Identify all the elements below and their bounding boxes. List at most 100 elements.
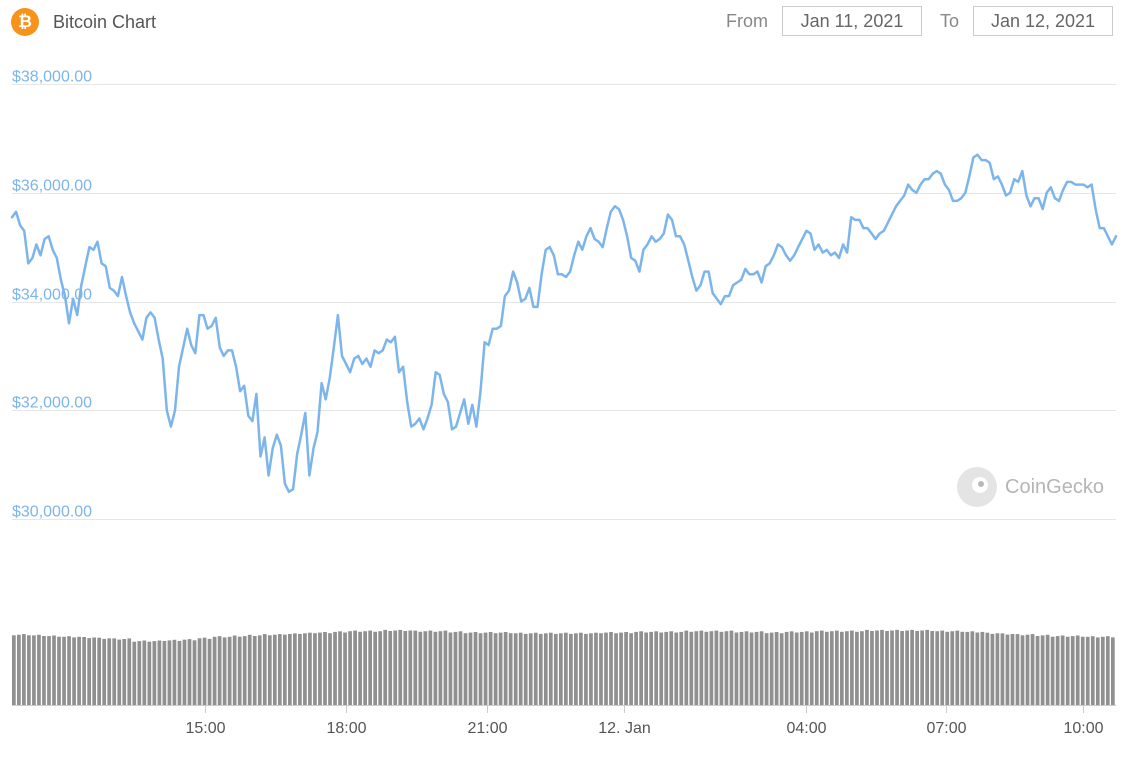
volume-bar xyxy=(22,634,26,705)
volume-bar xyxy=(32,635,36,705)
volume-bar xyxy=(378,631,383,705)
volume-bar xyxy=(308,632,312,705)
volume-bar xyxy=(794,632,799,705)
volume-bar xyxy=(940,630,945,705)
volume-bar xyxy=(1075,635,1080,705)
volume-bar xyxy=(1035,636,1040,705)
volume-bar xyxy=(935,631,940,705)
volume-bar xyxy=(358,631,362,705)
x-axis-ticks: 15:00 18:00 21:00 12. Jan 04:00 07:00 10:00 xyxy=(185,705,1104,737)
x-tick-label: 10:00 xyxy=(1063,720,1103,737)
volume-bar xyxy=(769,632,774,705)
volume-bar xyxy=(12,635,16,705)
volume-bar xyxy=(870,631,874,705)
volume-bar xyxy=(142,640,147,705)
volume-bar xyxy=(915,631,919,705)
volume-bar xyxy=(242,636,247,705)
volume-bar xyxy=(27,635,31,705)
volume-bar xyxy=(403,631,408,705)
volume-bar xyxy=(523,633,528,705)
volume-bar xyxy=(468,632,473,705)
volume-bar xyxy=(62,636,66,705)
volume-bar xyxy=(824,631,829,705)
volume-bar xyxy=(739,631,744,705)
volume-bar xyxy=(970,631,975,705)
to-date-input[interactable] xyxy=(973,6,1113,36)
volume-bar xyxy=(147,641,152,705)
volume-bar xyxy=(398,629,403,705)
volume-bar xyxy=(267,635,272,705)
bitcoin-logo-icon: ₿ xyxy=(11,8,39,36)
volume-bar xyxy=(538,633,543,705)
volume-bar xyxy=(1050,636,1055,705)
volume-bar xyxy=(604,632,608,705)
volume-bar xyxy=(619,632,623,705)
volume-bar xyxy=(729,630,734,705)
volume-bar xyxy=(363,631,367,705)
volume-bar xyxy=(1105,636,1110,705)
x-tick-label: 18:00 xyxy=(326,720,366,737)
volume-bar xyxy=(232,635,237,705)
volume-bar xyxy=(689,631,694,705)
volume-bar xyxy=(262,634,267,705)
volume-bar xyxy=(654,631,659,705)
volume-bar xyxy=(624,632,628,705)
volume-bar xyxy=(960,631,965,705)
volume-bar xyxy=(834,630,839,705)
volume-bar xyxy=(1005,634,1010,705)
volume-bar xyxy=(1060,635,1065,705)
volume-bar xyxy=(990,633,995,705)
volume-bar xyxy=(1030,634,1035,705)
volume-bar xyxy=(609,632,613,705)
volume-bar xyxy=(744,631,749,705)
volume-bar xyxy=(584,633,588,705)
volume-bar xyxy=(1085,636,1090,705)
volume-bar xyxy=(734,632,739,705)
volume-bar xyxy=(493,633,498,705)
volume-bar xyxy=(97,637,102,705)
volume-bar xyxy=(272,634,277,705)
volume-bar xyxy=(950,631,955,705)
volume-bar xyxy=(925,629,930,705)
brand: ₿ Bitcoin Chart xyxy=(11,8,156,36)
x-tick-label: 21:00 xyxy=(467,720,507,737)
volume-bar xyxy=(17,634,21,705)
volume-bar xyxy=(483,632,488,705)
volume-bar xyxy=(298,633,302,705)
volume-bar xyxy=(724,631,729,705)
y-tick-label: $32,000.00 xyxy=(12,395,92,412)
volume-bar xyxy=(408,630,413,705)
volume-bar xyxy=(1065,636,1070,705)
volume-bar xyxy=(102,638,107,705)
volume-bar xyxy=(217,636,222,705)
volume-bar xyxy=(1045,634,1050,705)
volume-bar xyxy=(553,633,558,705)
volume-bar xyxy=(699,630,704,705)
volume-bar xyxy=(473,632,478,705)
from-date-input[interactable] xyxy=(781,6,922,36)
volume-bar xyxy=(679,631,684,705)
volume-bar xyxy=(528,633,533,705)
chart-header: ₿ Bitcoin Chart From To xyxy=(0,0,1141,44)
volume-bar xyxy=(202,637,207,705)
volume-bar xyxy=(343,632,347,705)
volume-bar xyxy=(82,637,86,705)
volume-bar xyxy=(187,639,192,705)
volume-bar xyxy=(533,632,538,705)
volume-bar xyxy=(1020,635,1025,705)
volume-bar xyxy=(855,631,859,705)
volume-bar xyxy=(252,636,257,705)
coingecko-watermark: CoinGecko xyxy=(957,467,1104,507)
x-tick-label: 12. Jan xyxy=(598,720,650,737)
volume-bar xyxy=(569,633,573,705)
volume-bar xyxy=(840,631,844,705)
volume-bar xyxy=(890,630,894,705)
volume-bar xyxy=(182,639,187,705)
volume-bar xyxy=(1010,634,1015,705)
volume-bar xyxy=(1100,636,1105,705)
volume-bar xyxy=(418,631,423,705)
volume-bar xyxy=(779,633,784,705)
volume-bar xyxy=(167,640,172,705)
volume-bar xyxy=(443,630,448,705)
